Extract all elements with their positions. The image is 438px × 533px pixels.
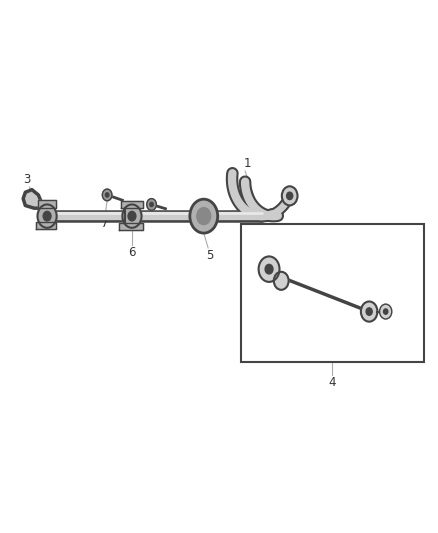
Text: 4: 4	[328, 376, 336, 389]
Circle shape	[282, 187, 297, 205]
Circle shape	[286, 192, 293, 199]
Circle shape	[122, 205, 141, 228]
Bar	[241, 224, 424, 362]
Circle shape	[106, 193, 109, 197]
Circle shape	[150, 203, 153, 207]
Circle shape	[361, 302, 378, 321]
Polygon shape	[23, 190, 43, 208]
Circle shape	[197, 208, 211, 224]
Circle shape	[274, 272, 289, 290]
Circle shape	[265, 264, 273, 274]
Polygon shape	[119, 223, 143, 230]
Text: 7: 7	[101, 217, 108, 230]
Circle shape	[128, 212, 136, 221]
Polygon shape	[39, 200, 56, 208]
Circle shape	[366, 308, 372, 316]
Circle shape	[384, 309, 388, 314]
Text: 3: 3	[23, 173, 30, 185]
Text: 5: 5	[206, 249, 213, 262]
Circle shape	[38, 205, 57, 228]
Circle shape	[147, 199, 156, 211]
Circle shape	[190, 199, 218, 233]
Circle shape	[43, 212, 51, 221]
Circle shape	[102, 189, 112, 201]
Text: 6: 6	[128, 246, 136, 259]
Circle shape	[380, 304, 392, 319]
Polygon shape	[121, 201, 143, 208]
Circle shape	[258, 256, 279, 282]
Text: 2: 2	[395, 327, 403, 341]
Text: 8: 8	[243, 278, 250, 290]
Text: 1: 1	[244, 157, 251, 169]
Polygon shape	[36, 222, 56, 229]
